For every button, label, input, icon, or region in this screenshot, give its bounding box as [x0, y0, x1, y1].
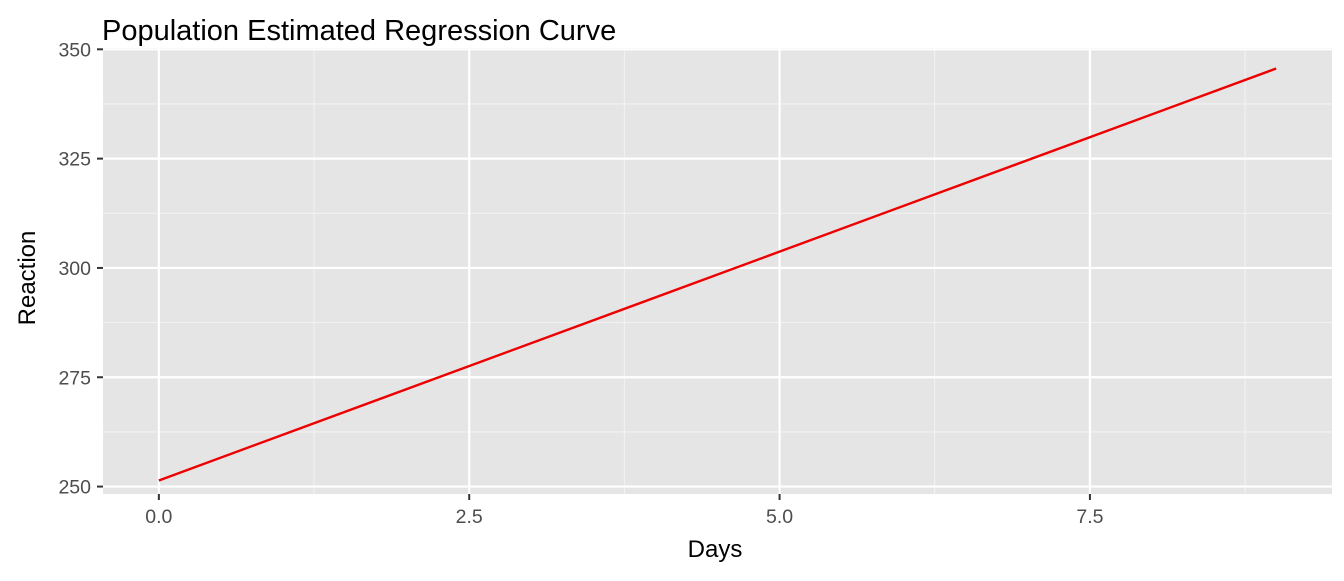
minor-gridlines — [103, 48, 1332, 494]
y-tick-label: 350 — [58, 39, 91, 61]
x-tick-label: 7.5 — [1076, 506, 1103, 528]
y-axis-label: Reaction — [14, 231, 41, 326]
chart-title: Population Estimated Regression Curve — [102, 15, 616, 47]
y-tick-label: 325 — [58, 149, 91, 171]
x-axis-label: Days — [688, 536, 743, 563]
y-tick-label: 275 — [58, 367, 91, 389]
y-tick-label: 300 — [58, 258, 91, 280]
x-tick-label: 2.5 — [456, 506, 483, 528]
y-tick-label: 250 — [58, 477, 91, 499]
x-tick-label: 5.0 — [766, 506, 793, 528]
major-gridlines — [103, 48, 1332, 494]
x-tick-label: 0.0 — [145, 506, 172, 528]
series-layer — [158, 67, 1277, 482]
y-axis: 250 275 300 325 350 — [58, 39, 103, 499]
regression-line — [158, 67, 1277, 482]
x-axis: 0.0 2.5 5.0 7.5 — [145, 494, 1104, 528]
